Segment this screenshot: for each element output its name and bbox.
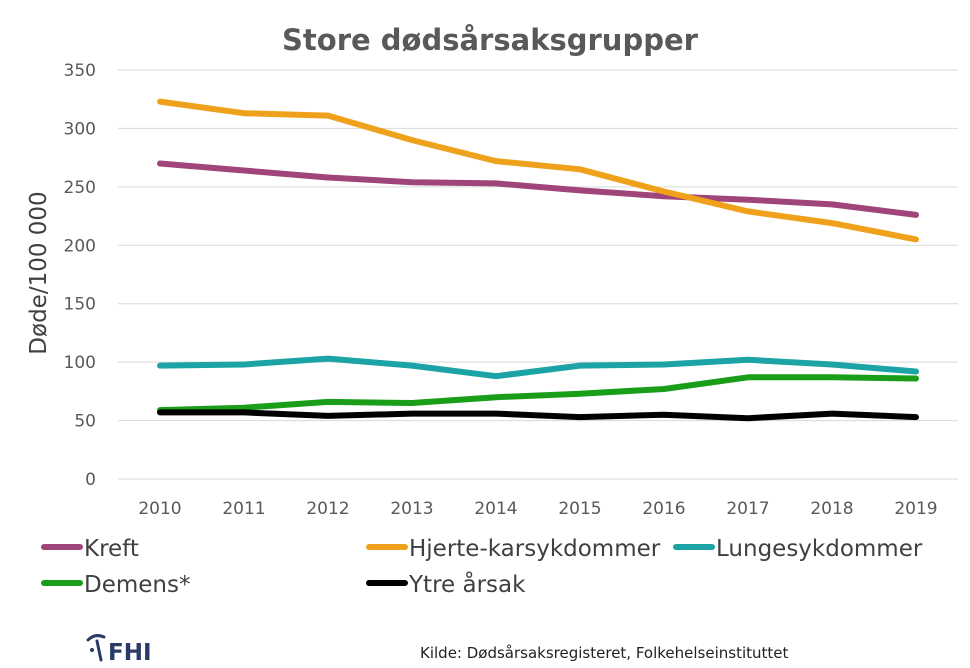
y-tick-label: 200 (64, 236, 96, 256)
y-tick-label: 0 (85, 470, 96, 490)
legend-item: Demens* (41, 572, 190, 598)
legend-item: Kreft (41, 536, 139, 562)
legend-item: Hjerte-karsykdommer (366, 536, 661, 562)
source-note: Kilde: Dødsårsaksregisteret, Folkehelsei… (420, 644, 789, 662)
fhi-logo: FHI (86, 634, 152, 666)
y-tick-label: 250 (64, 178, 96, 198)
legend-label: Hjerte-karsykdommer (409, 536, 661, 562)
legend-label: Lungesykdommer (716, 536, 923, 562)
y-tick-label: 300 (64, 119, 96, 139)
legend-label: Demens* (84, 572, 190, 598)
fhi-logo-text: FHI (108, 640, 152, 666)
series-line-0 (157, 160, 919, 218)
legend: Kreft Hjerte-karsykdommer Lungesykdommer De… (41, 536, 923, 598)
y-tick-label: 100 (64, 353, 96, 373)
y-axis-label: Døde/100 000 (26, 191, 52, 354)
series-lines (157, 98, 919, 422)
legend-label: Kreft (84, 536, 139, 562)
y-tick-label: 50 (74, 412, 96, 432)
x-tick-label: 2013 (390, 499, 433, 519)
x-tick-label: 2017 (726, 499, 769, 519)
series-line-2 (157, 355, 919, 380)
x-tick-label: 2016 (642, 499, 685, 519)
x-tick-label: 2011 (222, 499, 265, 519)
y-tick-label: 150 (64, 295, 96, 315)
x-tick-label: 2019 (894, 499, 937, 519)
series-line-1 (157, 98, 919, 243)
series-line-3 (157, 374, 919, 414)
x-tick-label: 2014 (474, 499, 517, 519)
legend-label: Ytre årsak (408, 570, 526, 598)
x-tick-label: 2010 (138, 499, 181, 519)
x-axis-ticks: 2010 2011 2012 2013 2014 2015 2016 2017 2018 2019 (138, 499, 937, 519)
y-axis-ticks: 0 50 100 150 200 250 300 350 (64, 61, 96, 490)
x-tick-label: 2015 (558, 499, 601, 519)
legend-item: Ytre årsak (366, 570, 526, 598)
x-tick-label: 2018 (810, 499, 853, 519)
chart-title: Store dødsårsaksgrupper (282, 23, 699, 57)
legend-item: Lungesykdommer (673, 536, 923, 562)
series-line-4 (157, 409, 919, 422)
x-tick-label: 2012 (306, 499, 349, 519)
y-tick-label: 350 (64, 61, 96, 81)
fhi-logo-icon (86, 634, 106, 662)
